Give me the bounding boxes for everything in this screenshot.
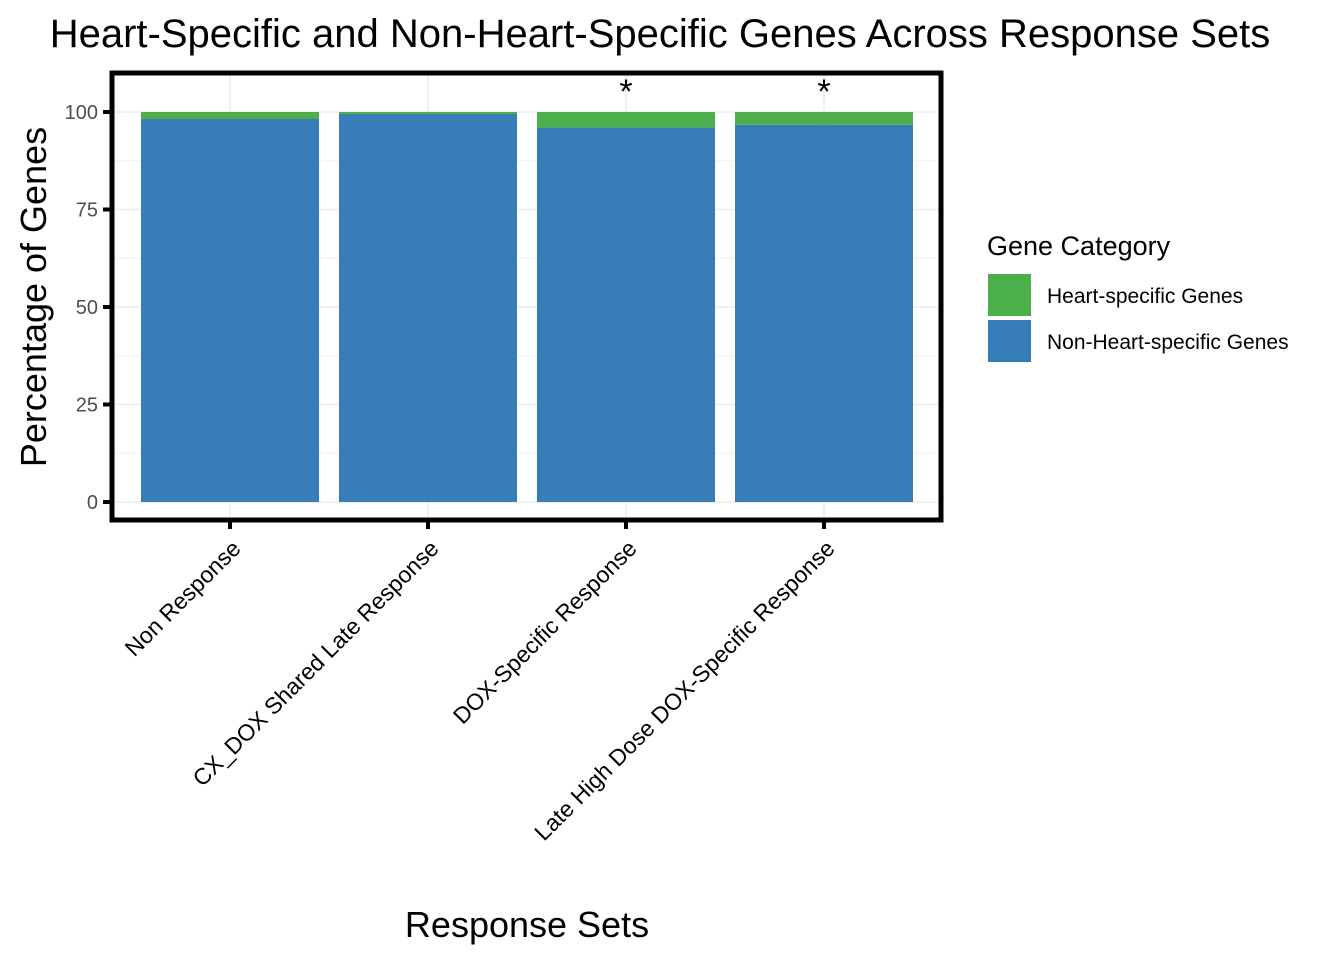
bar-non-heart-specific-1: [339, 113, 517, 502]
plot-panel: * *: [109, 70, 944, 523]
y-axis-title: Percentage of Genes: [13, 127, 54, 467]
significance-star: *: [619, 73, 632, 111]
legend: Gene Category Heart-specific Genes Non-He…: [987, 231, 1289, 362]
bar-non-heart-specific-2: [537, 127, 715, 502]
y-tick-label: 0: [87, 492, 98, 514]
y-axis: 0 25 50 75 100: [65, 102, 112, 514]
legend-title: Gene Category: [987, 231, 1171, 261]
x-tick-label: DOX-Specific Response: [448, 535, 642, 729]
legend-swatch: [988, 320, 1031, 362]
bars: [141, 112, 913, 503]
x-axis-title: Response Sets: [405, 904, 649, 945]
x-tick-label: Non Response: [120, 535, 246, 661]
y-tick-label: 75: [76, 200, 98, 222]
y-tick-label: 25: [76, 395, 98, 417]
bar-non-heart-specific-0: [141, 119, 319, 503]
legend-label: Non-Heart-specific Genes: [1047, 331, 1289, 354]
y-tick-label: 50: [76, 297, 98, 319]
significance-star: *: [817, 73, 830, 111]
chart-title: Heart-Specific and Non-Heart-Specific Ge…: [50, 12, 1271, 56]
y-tick-label: 100: [65, 102, 98, 124]
x-tick-label: CX_DOX Shared Late Response: [187, 535, 443, 791]
bar-heart-specific-0: [141, 112, 319, 120]
bar-non-heart-specific-3: [735, 124, 913, 503]
panel-border: [109, 70, 944, 523]
legend-label: Heart-specific Genes: [1047, 285, 1243, 308]
bar-heart-specific-1: [339, 112, 517, 114]
bar-heart-specific-3: [735, 112, 913, 125]
legend-swatch: [988, 274, 1031, 316]
significance-annotations: * *: [619, 73, 830, 111]
bar-heart-specific-2: [537, 112, 715, 128]
